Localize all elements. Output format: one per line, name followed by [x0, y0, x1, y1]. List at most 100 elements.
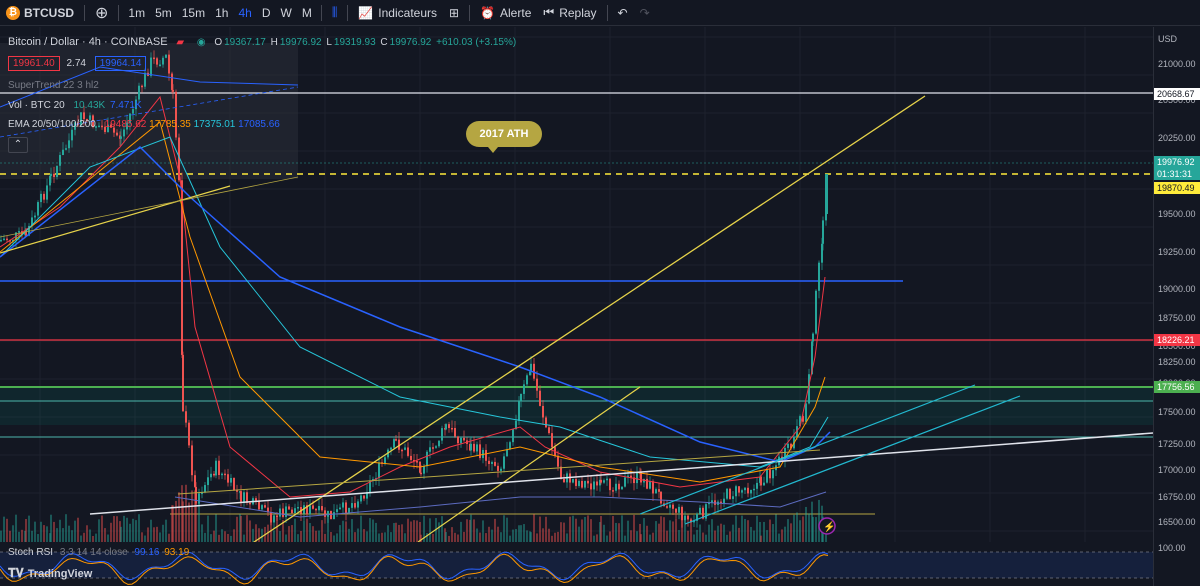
price-tick: 18500.00 [1158, 341, 1196, 351]
timeframe-1m[interactable]: 1m [128, 5, 146, 20]
trendline-blue-dashed [0, 86, 299, 138]
bid-price[interactable]: 19961.40 [8, 56, 60, 71]
price-label-last-price[interactable]: 19976.92 [1154, 156, 1200, 168]
price-chart[interactable]: ⚡ [0, 27, 1153, 546]
ema20-line [0, 95, 826, 498]
price-tick: 19000.00 [1158, 284, 1196, 294]
layouts-button[interactable]: ⊞ [443, 0, 465, 26]
chart-bottom [0, 542, 1153, 546]
stoch-rsi-pane[interactable] [0, 546, 1153, 586]
ema200-line [0, 145, 831, 463]
top-toolbar: ₿ BTCUSD ⊕ 1m 5m 15m 1h 4h D W M ⫼ 📈 Indicateur… [0, 0, 1200, 26]
chart-legend: Bitcoin / Dollar · 4h · COINBASE ▰ ◉ O 19… [8, 36, 518, 48]
flag-icon: ▰ [176, 37, 185, 48]
indicators-button[interactable]: 📈 Indicateurs [352, 0, 443, 26]
ask-price[interactable]: 19964.14 [94, 56, 147, 71]
ema50-value: 17785.35 [149, 119, 191, 130]
trendline-white [89, 432, 1153, 515]
price-label-countdown[interactable]: 01:31:31 [1154, 168, 1200, 180]
low-value: 19319.93 [333, 37, 376, 48]
trend-lines [0, 86, 1153, 546]
price-tick: 20250.00 [1158, 133, 1196, 143]
timeframe-4h[interactable]: 4h [238, 5, 252, 20]
chevron-up-icon: ⌃ [13, 139, 23, 150]
replay-button[interactable]: ⏮ Replay [537, 0, 602, 26]
price-tick: 16500.00 [1158, 517, 1196, 527]
undo-icon: ↶ [617, 5, 628, 20]
alert-button[interactable]: ⏰ Alerte [474, 0, 537, 26]
volume-legend[interactable]: Vol · BTC 20 10.43K 7.471K [8, 100, 142, 111]
volume-ma-line [174, 491, 827, 518]
timeframe-group: 1m 5m 15m 1h 4h D W M [123, 0, 316, 26]
timeframe-1h[interactable]: 1h [215, 5, 229, 20]
currency-label[interactable]: USD [1158, 34, 1178, 44]
volume-bars [0, 484, 827, 542]
close-value: 19976.92 [389, 37, 432, 48]
alarm-clock-icon: ⏰ [480, 5, 496, 20]
timeframe-w[interactable]: W [280, 5, 292, 20]
symbol-label: BTCUSD [24, 5, 74, 20]
ema50-line [0, 121, 826, 483]
ema200-value: 17085.66 [238, 119, 280, 130]
price-tick: 17500.00 [1158, 407, 1196, 417]
undo-button[interactable]: ↶ [612, 0, 634, 26]
trendline-yellow-short [417, 386, 641, 543]
symbol-search[interactable]: ₿ BTCUSD [0, 0, 80, 26]
price-tick: 100.00 [1158, 543, 1186, 553]
market-status-icon: ◉ [196, 37, 206, 48]
rsi-d-value: 93.19 [164, 547, 190, 558]
ema20-value: 19485.62 [104, 119, 147, 130]
divider [118, 4, 120, 21]
volume-value: 10.43K [73, 100, 106, 111]
divider [347, 4, 349, 21]
trendline-olive [177, 449, 821, 495]
price-label-yellow-level[interactable]: 19870.49 [1154, 182, 1200, 194]
price-tick: 20500.00 [1158, 95, 1196, 105]
alert-label: Alerte [500, 5, 532, 20]
ema-lines [0, 66, 831, 518]
event-icon [818, 517, 836, 535]
ath-callout[interactable]: 2017 ATH [466, 121, 542, 153]
indicators-label: Indicateurs [378, 5, 437, 20]
divider [469, 4, 471, 21]
high-value: 19976.92 [279, 37, 322, 48]
ema100-line [0, 136, 829, 468]
ema100-value: 17375.01 [193, 119, 236, 130]
collapse-legend-button[interactable]: ⌃ [8, 137, 28, 153]
redo-button[interactable]: ↷ [634, 0, 656, 26]
indicators-icon: 📈 [358, 5, 374, 20]
ohlc-values: O 19367.17 H 19976.92 L 19319.93 C 19976.92 … [214, 37, 517, 48]
lightning-icon: ⚡ [823, 520, 835, 533]
price-tick: 17000.00 [1158, 465, 1196, 475]
price-tick: 18250.00 [1158, 357, 1196, 367]
timeframe-d[interactable]: D [261, 5, 271, 20]
price-label-red-level[interactable]: 18226.21 [1154, 334, 1200, 346]
spread-value: 2.74 [66, 58, 86, 69]
add-symbol-button[interactable]: ⊕ [95, 4, 109, 22]
trendline-olive-left [0, 176, 299, 238]
trendline-yellow-main [247, 95, 926, 546]
ema-legend[interactable]: EMA 20/50/100/200 19485.62 17785.35 1737… [8, 119, 280, 130]
rsi-legend[interactable]: Stoch RSI 3 3 14 14 close 99.16 93.19 [8, 547, 190, 558]
redo-icon: ↷ [639, 5, 650, 20]
supertrend-line [0, 66, 299, 108]
supertrend-legend[interactable]: SuperTrend 22 3 hl2 [8, 80, 99, 91]
timeframe-5m[interactable]: 5m [155, 5, 172, 20]
price-axis[interactable]: USD 21000.0020500.0020250.0019750.001950… [1153, 27, 1200, 586]
timeframe-15m[interactable]: 15m [181, 5, 206, 20]
price-label-green-level[interactable]: 17756.56 [1154, 381, 1200, 393]
price-tick: 19500.00 [1158, 209, 1196, 219]
price-label-white-level[interactable]: 20668.67 [1154, 88, 1200, 100]
tradingview-icon: 𝐓𝐕 [8, 566, 24, 580]
price-tick: 19250.00 [1158, 247, 1196, 257]
price-tick: 16750.00 [1158, 492, 1196, 502]
rsi-k-line [0, 551, 829, 581]
grid-icon: ⊞ [449, 5, 460, 20]
open-value: 19367.17 [224, 37, 266, 48]
volume-ma-value: 7.471K [109, 100, 142, 111]
rsi-k-value: 99.16 [134, 547, 160, 558]
candle-style-button[interactable]: ⫼ [331, 5, 338, 19]
rsi-d-line [0, 553, 829, 585]
tradingview-logo[interactable]: 𝐓𝐕 TradingView [8, 566, 93, 580]
timeframe-m[interactable]: M [301, 5, 312, 20]
